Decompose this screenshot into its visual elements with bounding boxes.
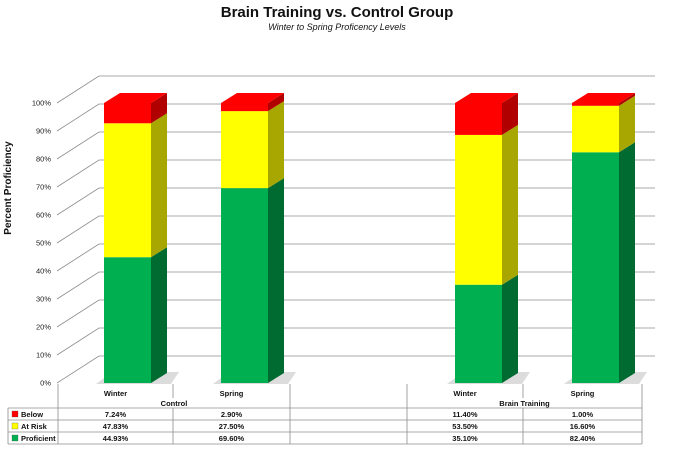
chart-subtitle: Winter to Spring Proficency Levels <box>268 22 406 32</box>
data-label: 27.50% <box>219 422 245 431</box>
y-tick-label: 0% <box>40 379 51 388</box>
bar-top-below <box>221 93 284 103</box>
x-group-label: Control <box>161 399 188 408</box>
bar-side-proficient <box>619 142 635 383</box>
data-label: 35.10% <box>452 434 478 443</box>
y-tick-label: 30% <box>36 295 51 304</box>
bar-top-below <box>572 93 635 103</box>
data-label: 7.24% <box>105 410 127 419</box>
bar-at-risk <box>221 111 268 189</box>
bar-at-risk <box>104 123 151 258</box>
data-label: 16.60% <box>570 422 596 431</box>
bar-side-below <box>268 93 284 112</box>
y-axis-label: Percent Proficiency <box>3 141 14 235</box>
y-tick-label: 40% <box>36 267 51 276</box>
bar-top-below <box>104 93 167 103</box>
y-tick-label: 100% <box>32 99 52 108</box>
x-category-label: Winter <box>104 389 127 398</box>
data-table: Winter Spring Winter Spring Control Brain Tra… <box>7 384 643 445</box>
y-tick-label: 90% <box>36 127 51 136</box>
bar-side-below <box>151 93 167 124</box>
data-label: 47.83% <box>103 422 129 431</box>
legend-key <box>11 410 19 418</box>
legend-key <box>11 434 19 442</box>
bar-below <box>455 103 502 135</box>
bar-side-at-risk <box>619 95 635 153</box>
bar-side-at-risk <box>502 124 518 285</box>
bar-proficient <box>104 257 151 383</box>
data-label: 69.60% <box>219 434 245 443</box>
data-label: 44.93% <box>103 434 129 443</box>
bar-side-proficient <box>268 178 284 383</box>
bars <box>96 93 647 384</box>
y-axis-ticks: 0% 10% 20% 30% 40% 50% 60% 70% 80% 90% 100% <box>32 99 52 388</box>
x-category-label: Spring <box>571 389 595 398</box>
y-tick-label: 50% <box>36 239 51 248</box>
chart-title: Brain Training vs. Control Group <box>221 4 454 21</box>
bar-below <box>221 103 268 112</box>
y-tick-label: 20% <box>36 323 51 332</box>
bar-proficient <box>221 188 268 383</box>
data-label: 2.90% <box>221 410 243 419</box>
data-label: 11.40% <box>452 410 477 419</box>
bar-below <box>104 103 151 124</box>
bar-at-risk <box>572 105 619 153</box>
bar-below <box>572 103 619 106</box>
y-tick-label: 80% <box>36 155 51 164</box>
bar-side-proficient <box>151 247 167 383</box>
bar-side-below <box>502 93 518 135</box>
legend-key <box>11 422 19 430</box>
bar-proficient <box>455 284 502 383</box>
bar-side-at-risk <box>151 113 167 258</box>
y-tick-label: 60% <box>36 211 51 220</box>
data-label: 53.50% <box>452 422 478 431</box>
data-label: 1.00% <box>572 410 594 419</box>
gridline <box>56 75 655 104</box>
bar-proficient <box>572 152 619 383</box>
data-label: 82.40% <box>570 434 596 443</box>
bar-top-below <box>455 93 518 103</box>
legend-entry: Below <box>21 410 43 419</box>
x-group-label: Brain Training <box>499 399 550 408</box>
x-category-label: Winter <box>453 389 476 398</box>
bar-side-at-risk <box>268 101 284 189</box>
legend-entry: Proficient <box>21 434 56 443</box>
y-tick-label: 70% <box>36 183 51 192</box>
bar-side-proficient <box>502 274 518 383</box>
y-tick-label: 10% <box>36 351 51 360</box>
x-category-label: Spring <box>220 389 244 398</box>
legend-entry: At Risk <box>21 422 48 431</box>
bar-side-below <box>619 93 635 106</box>
bar-at-risk <box>455 134 502 285</box>
